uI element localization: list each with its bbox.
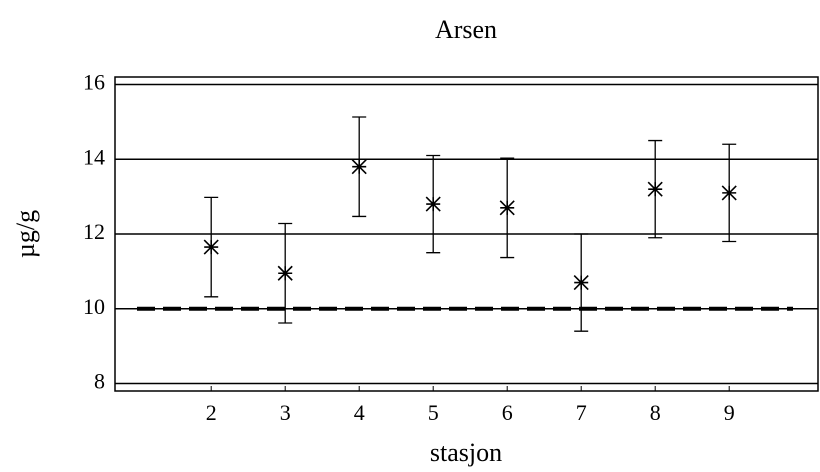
marker [351,159,367,175]
marker [203,239,219,255]
y-tick-label: 16 [83,70,105,95]
chart-title: Arsen [435,15,497,44]
x-tick-label: 4 [354,400,365,425]
marker [573,275,589,291]
y-tick-label: 14 [83,144,105,169]
x-tick-label: 7 [576,400,587,425]
x-axis-label: stasjon [430,438,502,467]
marker [647,181,663,197]
marker [721,185,737,201]
y-axis-label: µg/g [11,210,40,258]
marker [277,265,293,281]
x-tick-label: 8 [650,400,661,425]
x-tick-label: 6 [502,400,513,425]
x-tick-label: 5 [428,400,439,425]
x-tick-label: 3 [280,400,291,425]
marker [499,200,515,216]
y-tick-label: 10 [83,294,105,319]
x-tick-label: 2 [206,400,217,425]
marker [425,196,441,212]
y-tick-label: 8 [94,369,105,394]
y-tick-label: 12 [83,219,105,244]
x-tick-label: 9 [724,400,735,425]
